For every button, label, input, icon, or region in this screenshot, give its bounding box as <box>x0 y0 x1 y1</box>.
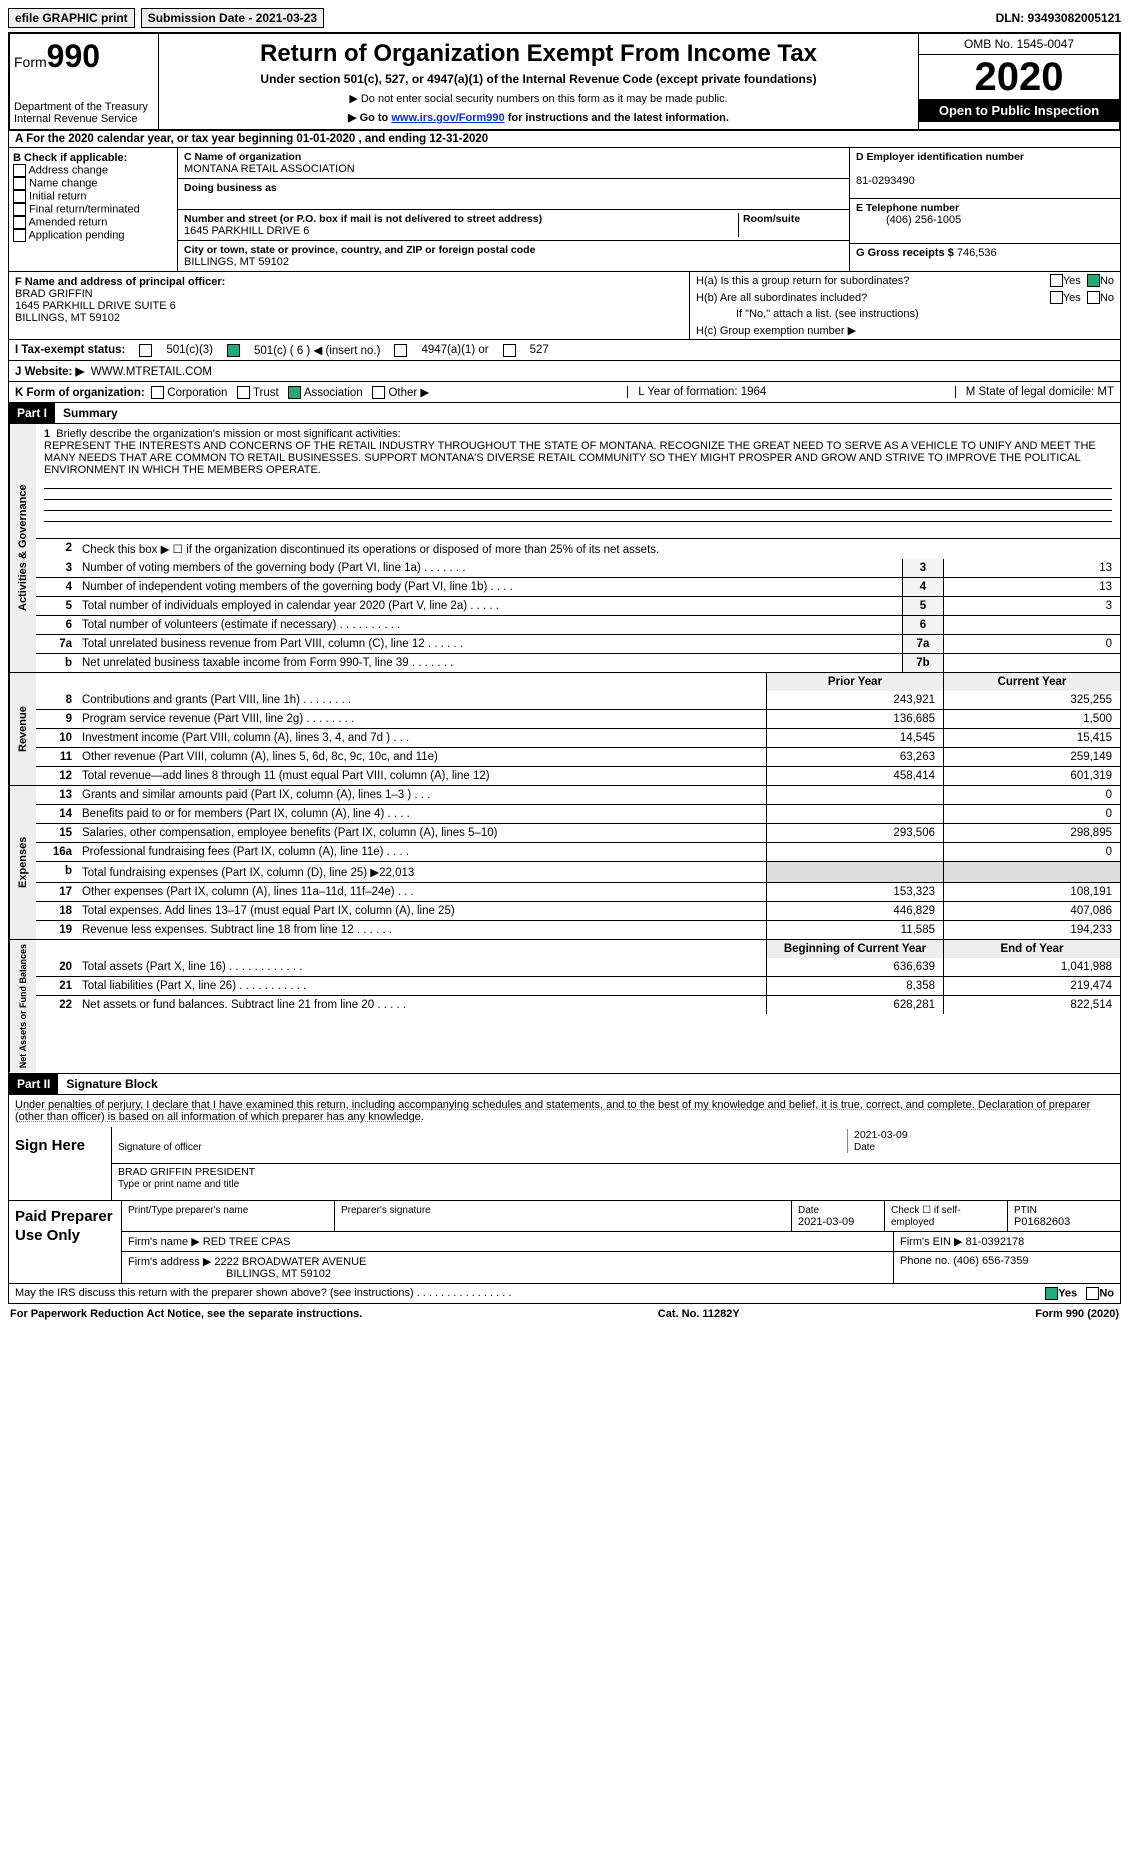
section-fh: F Name and address of principal officer:… <box>8 272 1121 340</box>
checkbox-amended-return[interactable]: Amended return <box>13 216 173 229</box>
checkbox-name-change[interactable]: Name change <box>13 177 173 190</box>
irs-label: Internal Revenue Service <box>14 113 154 125</box>
summary-row-18: 18Total expenses. Add lines 13–17 (must … <box>36 901 1120 920</box>
state-domicile: M State of legal domicile: MT <box>955 386 1114 398</box>
part-i-header: Part I Summary <box>8 403 1121 424</box>
501c3-checkbox[interactable] <box>139 344 152 357</box>
form-header-box: Form990 Department of the Treasury Inter… <box>8 32 1121 131</box>
k-opt-trust[interactable]: Trust <box>237 387 288 399</box>
ein: 81-0293490 <box>856 175 915 187</box>
summary-row-b: bTotal fundraising expenses (Part IX, co… <box>36 861 1120 882</box>
dept-treasury: Department of the Treasury <box>14 101 154 113</box>
gross-receipts: 746,536 <box>957 247 997 259</box>
dln: DLN: 93493082005121 <box>996 11 1121 25</box>
summary-row-22: 22Net assets or fund balances. Subtract … <box>36 995 1120 1014</box>
form-number: Form990 <box>14 38 154 75</box>
summary-row-6: 6Total number of volunteers (estimate if… <box>36 615 1120 634</box>
phone: (406) 256-1005 <box>856 214 961 226</box>
firm-name: RED TREE CPAS <box>203 1236 291 1248</box>
summary-row-16a: 16aProfessional fundraising fees (Part I… <box>36 842 1120 861</box>
section-a: A For the 2020 calendar year, or tax yea… <box>8 131 1121 148</box>
signature-block: Under penalties of perjury, I declare th… <box>8 1095 1121 1284</box>
section-b: B Check if applicable: Address change Na… <box>9 148 178 271</box>
k-opt-other-[interactable]: Other ▶ <box>372 387 439 399</box>
officer-sig-name: BRAD GRIFFIN PRESIDENT <box>118 1166 255 1178</box>
summary-row-14: 14Benefits paid to or for members (Part … <box>36 804 1120 823</box>
summary-revenue: Revenue Prior Year Current Year 8Contrib… <box>8 673 1121 786</box>
submission-date: Submission Date - 2021-03-23 <box>141 8 324 28</box>
form-title: Return of Organization Exempt From Incom… <box>165 40 912 68</box>
city-state-zip: BILLINGS, MT 59102 <box>184 256 289 268</box>
form-subtitle: Under section 501(c), 527, or 4947(a)(1)… <box>165 72 912 86</box>
summary-row-11: 11Other revenue (Part VIII, column (A), … <box>36 747 1120 766</box>
summary-row-4: 4Number of independent voting members of… <box>36 577 1120 596</box>
checkbox-address-change[interactable]: Address change <box>13 164 173 177</box>
page-footer: For Paperwork Reduction Act Notice, see … <box>8 1304 1121 1324</box>
section-bcdeg: B Check if applicable: Address change Na… <box>8 148 1121 272</box>
hb-no-checkbox[interactable] <box>1087 291 1100 304</box>
note-ssn: ▶ Do not enter social security numbers o… <box>165 92 912 105</box>
4947-checkbox[interactable] <box>394 344 407 357</box>
org-name: MONTANA RETAIL ASSOCIATION <box>184 163 355 175</box>
part-ii-header: Part II Signature Block <box>8 1074 1121 1095</box>
website: WWW.MTRETAIL.COM <box>91 366 212 378</box>
summary-netassets: Net Assets or Fund Balances Beginning of… <box>8 940 1121 1073</box>
summary-row-12: 12Total revenue—add lines 8 through 11 (… <box>36 766 1120 785</box>
firm-ein: 81-0392178 <box>966 1236 1025 1248</box>
summary-row-15: 15Salaries, other compensation, employee… <box>36 823 1120 842</box>
section-klm: K Form of organization: Corporation Trus… <box>8 382 1121 403</box>
summary-row-19: 19Revenue less expenses. Subtract line 1… <box>36 920 1120 939</box>
summary-row-3: 3Number of voting members of the governi… <box>36 559 1120 577</box>
section-j: J Website: ▶ WWW.MTRETAIL.COM <box>8 361 1121 382</box>
officer-name: BRAD GRIFFIN <box>15 288 93 300</box>
summary-row-17: 17Other expenses (Part IX, column (A), l… <box>36 882 1120 901</box>
summary-row-13: 13Grants and similar amounts paid (Part … <box>36 786 1120 804</box>
summary-row-9: 9Program service revenue (Part VIII, lin… <box>36 709 1120 728</box>
discuss-yes-checkbox[interactable] <box>1045 1287 1058 1300</box>
efile-print-button[interactable]: efile GRAPHIC print <box>8 8 135 28</box>
summary-activities: Activities & Governance 1 Briefly descri… <box>8 424 1121 673</box>
note-goto: ▶ Go to www.irs.gov/Form990 for instruct… <box>165 111 912 124</box>
header-bar: efile GRAPHIC print Submission Date - 20… <box>8 8 1121 28</box>
summary-row-21: 21Total liabilities (Part X, line 26) . … <box>36 976 1120 995</box>
discuss-no-checkbox[interactable] <box>1086 1287 1099 1300</box>
527-checkbox[interactable] <box>503 344 516 357</box>
checkbox-final-return-terminated[interactable]: Final return/terminated <box>13 203 173 216</box>
501c-checkbox[interactable] <box>227 344 240 357</box>
open-to-public: Open to Public Inspection <box>919 99 1119 122</box>
firm-phone: (406) 656-7359 <box>953 1255 1028 1267</box>
ha-yes-checkbox[interactable] <box>1050 274 1063 287</box>
summary-row-8: 8Contributions and grants (Part VIII, li… <box>36 691 1120 709</box>
ptin: P01682603 <box>1014 1216 1070 1228</box>
summary-row-20: 20Total assets (Part X, line 16) . . . .… <box>36 958 1120 976</box>
irs-link[interactable]: www.irs.gov/Form990 <box>391 112 504 124</box>
discuss-row: May the IRS discuss this return with the… <box>8 1284 1121 1304</box>
year-formation: L Year of formation: 1964 <box>627 386 766 398</box>
checkbox-application-pending[interactable]: Application pending <box>13 229 173 242</box>
summary-row-7a: 7aTotal unrelated business revenue from … <box>36 634 1120 653</box>
section-c: C Name of organization MONTANA RETAIL AS… <box>178 148 849 271</box>
summary-row-5: 5Total number of individuals employed in… <box>36 596 1120 615</box>
hb-yes-checkbox[interactable] <box>1050 291 1063 304</box>
summary-expenses: Expenses 13Grants and similar amounts pa… <box>8 786 1121 940</box>
k-opt-association[interactable]: Association <box>288 387 372 399</box>
section-i: I Tax-exempt status: 501(c)(3) 501(c) ( … <box>8 340 1121 361</box>
mission-text: REPRESENT THE INTERESTS AND CONCERNS OF … <box>44 440 1096 476</box>
summary-row-7b: bNet unrelated business taxable income f… <box>36 653 1120 672</box>
tax-year: 2020 <box>919 55 1119 99</box>
k-opt-corporation[interactable]: Corporation <box>151 387 237 399</box>
summary-row-10: 10Investment income (Part VIII, column (… <box>36 728 1120 747</box>
checkbox-initial-return[interactable]: Initial return <box>13 190 173 203</box>
omb-number: OMB No. 1545-0047 <box>919 34 1119 55</box>
street: 1645 PARKHILL DRIVE 6 <box>184 225 309 237</box>
ha-no-checkbox[interactable] <box>1087 274 1100 287</box>
